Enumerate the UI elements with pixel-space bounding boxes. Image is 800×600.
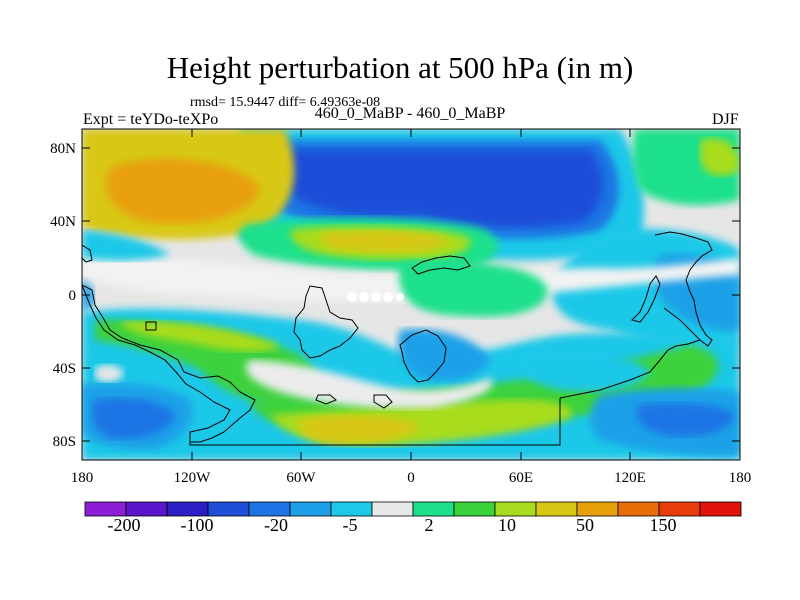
coastlines bbox=[82, 231, 713, 446]
colorbar-swatch bbox=[371, 501, 414, 517]
colorbar-swatch bbox=[84, 501, 127, 517]
contour-amber-nw bbox=[106, 158, 260, 224]
y-tick-label: 40N bbox=[50, 214, 76, 230]
contour-blue-south-center bbox=[398, 329, 490, 381]
contour-white-south bbox=[246, 360, 492, 409]
x-tick-label: 180 bbox=[71, 470, 94, 486]
colorbar-swatch bbox=[617, 501, 660, 517]
colorbar-swatch bbox=[535, 501, 578, 517]
colorbar-label: 50 bbox=[576, 515, 594, 535]
colorbar bbox=[84, 501, 742, 517]
colorbar-swatch bbox=[494, 501, 537, 517]
y-tick-label: 0 bbox=[69, 288, 77, 304]
axis-ticks bbox=[81, 129, 741, 460]
colorbar-swatch bbox=[330, 501, 373, 517]
colorbar-label: -5 bbox=[343, 515, 358, 535]
y-tick-label: 80N bbox=[50, 141, 76, 157]
y-axis-labels: 80N 40N 0 40S 80S bbox=[50, 141, 76, 450]
equatorial-spots bbox=[347, 292, 404, 302]
x-tick-label: 60E bbox=[509, 470, 533, 486]
contour-cyan-west bbox=[82, 230, 170, 261]
season-label: DJF bbox=[712, 111, 739, 128]
colorbar-label: -100 bbox=[181, 515, 214, 535]
colorbar-swatch bbox=[658, 501, 701, 517]
colorbar-label: -200 bbox=[108, 515, 141, 535]
contour-cyan-south-east bbox=[519, 350, 650, 392]
contour-yellow-south bbox=[298, 415, 420, 445]
x-tick-label: 0 bbox=[407, 470, 415, 486]
contour-darkblue-sw bbox=[91, 398, 175, 439]
colorbar-swatch bbox=[207, 501, 250, 517]
x-axis-labels: 180 120W 60W 0 60E 120E 180 bbox=[71, 470, 752, 486]
contour-olive-n bbox=[319, 230, 450, 253]
stats-label: rmsd= 15.9447 diff= 6.49363e-08 bbox=[190, 95, 381, 110]
y-tick-label: 80S bbox=[53, 434, 76, 450]
x-tick-label: 60W bbox=[286, 470, 316, 486]
x-tick-label: 180 bbox=[729, 470, 752, 486]
colorbar-swatch bbox=[576, 501, 619, 517]
colorbar-label: 150 bbox=[650, 515, 677, 535]
contour-lime-ne bbox=[700, 138, 740, 176]
x-tick-label: 120W bbox=[174, 470, 212, 486]
contour-lime-south-w bbox=[120, 321, 280, 352]
colorbar-swatch bbox=[166, 501, 209, 517]
colorbar-swatch bbox=[453, 501, 496, 517]
map-panel bbox=[81, 128, 741, 461]
colorbar-label: 10 bbox=[498, 515, 516, 535]
contour-field bbox=[82, 129, 740, 460]
colorbar-swatch bbox=[248, 501, 291, 517]
colorbar-swatch bbox=[289, 501, 332, 517]
colorbar-swatch bbox=[125, 501, 168, 517]
plot-title: Height perturbation at 500 hPa (in m) bbox=[166, 50, 634, 85]
contour-green-center bbox=[399, 260, 548, 317]
experiment-label: Expt = teYDo-teXPo bbox=[83, 111, 219, 128]
case-label: 460_0_MaBP - 460_0_MaBP bbox=[314, 105, 506, 122]
colorbar-swatch bbox=[412, 501, 455, 517]
contour-white-sw-spot bbox=[95, 364, 124, 383]
colorbar-swatch bbox=[699, 501, 742, 517]
colorbar-labels: -200 -100 -20 -5 2 10 50 150 bbox=[108, 515, 677, 535]
contour-darkblue-north bbox=[286, 150, 603, 228]
colorbar-label: 2 bbox=[425, 515, 434, 535]
colorbar-label: -20 bbox=[264, 515, 288, 535]
y-tick-label: 40S bbox=[53, 361, 76, 377]
contour-white-band bbox=[82, 240, 740, 303]
x-tick-label: 120E bbox=[614, 470, 646, 486]
contour-darkblue-se bbox=[636, 403, 735, 437]
